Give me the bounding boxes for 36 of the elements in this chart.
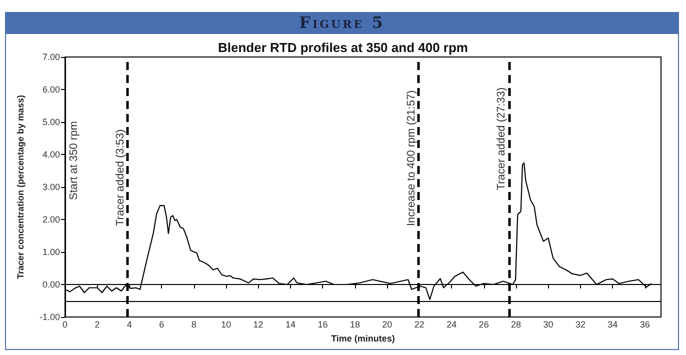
y-axis-title: Tracer concentration (percentage by mass) [16,94,26,280]
x-tick-label: 16 [318,320,328,330]
x-tick-label: 14 [286,320,296,330]
annotation: Tracer added (27:33) [496,87,508,190]
x-tick-label: 6 [159,320,164,330]
chart-subtitle: Blender RTD profiles at 350 and 400 rpm [218,40,468,55]
y-tick-label: 2.00 [42,214,60,224]
y-tick-label: 7.00 [42,52,60,62]
y-tick-label: 5.00 [42,117,60,127]
annotation: Start at 350 rpm [68,121,80,200]
x-tick-label: 32 [575,320,586,330]
annotation: Increase to 400 rpm (21:57) [405,90,418,226]
x-tick-label: 30 [543,320,554,330]
x-tick-label: 20 [382,320,392,330]
y-tick-label: 6.00 [42,84,60,94]
x-tick-label: 22 [414,320,424,330]
x-tick-label: 26 [478,320,489,330]
x-tick-label: 10 [221,320,232,330]
y-tick-label: 1.00 [42,247,60,257]
x-tick-label: 34 [608,320,618,330]
x-tick-label: 2 [94,320,100,330]
annotation: Tracer added (3:53) [114,129,126,226]
x-tick-label: 18 [350,320,360,330]
x-tick-label: 8 [191,320,196,330]
y-tick-label: -1.00 [39,312,60,322]
x-tick-label: 0 [62,320,68,330]
x-axis-title: Time (minutes) [331,333,395,344]
y-tick-label: 3.00 [42,182,60,192]
x-tick-label: 36 [640,320,650,330]
x-tick-label: 24 [446,320,457,330]
y-tick-label: 4.00 [42,150,60,160]
x-tick-label: 12 [253,320,264,330]
chart-title: Figure 5 [5,12,679,34]
y-tick-label: 0.00 [42,280,60,290]
x-tick-label: 4 [126,320,132,330]
x-tick-label: 28 [511,320,522,330]
